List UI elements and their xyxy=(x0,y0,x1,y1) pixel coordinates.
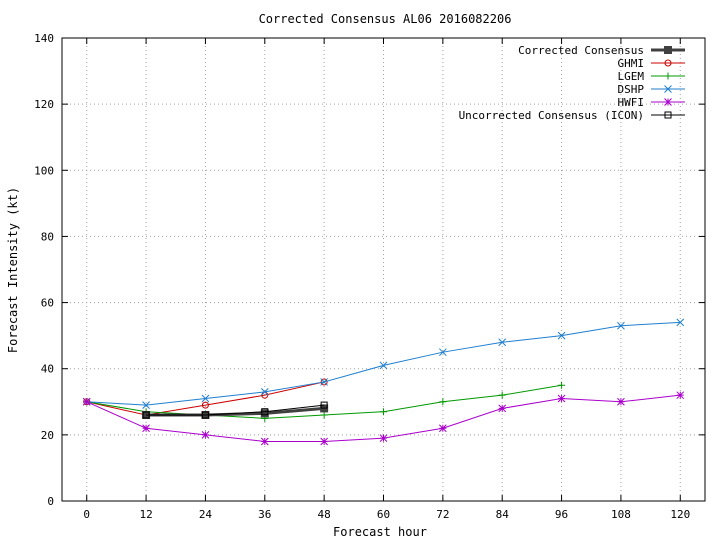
legend-label: HWFI xyxy=(618,96,645,109)
x-axis-ticks: 0 12 24 36 48 60 72 84 96 108 120 xyxy=(83,38,690,521)
legend-label: GHMI xyxy=(618,57,645,70)
legend-label: Uncorrected Consensus (ICON) xyxy=(459,109,644,122)
x-tick-label: 12 xyxy=(139,508,152,521)
series-group xyxy=(82,318,685,446)
legend-label: Corrected Consensus xyxy=(518,44,644,57)
point-plus xyxy=(664,72,672,80)
series-uncorrected-consensus-icon xyxy=(142,401,328,419)
legend-item: DSHP xyxy=(618,83,685,96)
point-star xyxy=(617,397,625,406)
series-line xyxy=(146,406,325,417)
x-tick-label: 120 xyxy=(670,508,690,521)
point-x xyxy=(498,338,507,347)
legend-label: DSHP xyxy=(618,83,645,96)
legend-item: Corrected Consensus xyxy=(518,44,685,57)
x-tick-label: 60 xyxy=(377,508,390,521)
y-axis-ticks: 0 20 40 60 80 100 120 140 xyxy=(34,32,705,508)
point-x xyxy=(201,394,210,403)
point-circle xyxy=(664,59,672,67)
point-x xyxy=(664,85,672,93)
point-open-square xyxy=(664,111,672,119)
point-open-square xyxy=(201,411,209,419)
y-tick-label: 120 xyxy=(34,98,54,111)
point-x xyxy=(557,331,566,340)
point-x xyxy=(676,318,685,327)
legend-item: Uncorrected Consensus (ICON) xyxy=(459,109,685,122)
point-plus xyxy=(380,408,387,416)
series-line xyxy=(146,404,325,416)
x-tick-label: 96 xyxy=(555,508,568,521)
legend-item: GHMI xyxy=(618,57,685,70)
x-tick-label: 36 xyxy=(258,508,271,521)
legend-label: LGEM xyxy=(618,70,645,83)
x-tick-label: 24 xyxy=(199,508,213,521)
x-tick-label: 108 xyxy=(611,508,631,521)
x-tick-label: 72 xyxy=(436,508,449,521)
point-open-square xyxy=(320,401,328,409)
point-star xyxy=(557,394,566,403)
point-plus xyxy=(558,381,566,389)
point-star xyxy=(379,434,388,443)
point-plus xyxy=(439,398,447,406)
y-tick-label: 100 xyxy=(34,164,54,177)
legend-item: HWFI xyxy=(618,96,685,109)
x-tick-label: 0 xyxy=(83,508,90,521)
y-tick-label: 80 xyxy=(41,230,54,243)
y-tick-label: 40 xyxy=(41,363,54,376)
point-open-square xyxy=(261,408,269,416)
chart-title: Corrected Consensus AL06 2016082206 xyxy=(259,12,512,26)
y-tick-label: 0 xyxy=(47,495,54,508)
point-star xyxy=(82,397,91,406)
series-line xyxy=(86,381,325,416)
point-x xyxy=(142,401,150,409)
point-star xyxy=(201,431,210,439)
plot-frame xyxy=(61,37,706,502)
point-plus xyxy=(320,411,328,419)
point-filled-square xyxy=(260,409,269,418)
y-tick-label: 20 xyxy=(41,429,54,442)
series-dshp xyxy=(82,318,685,409)
point-x xyxy=(320,378,328,386)
point-star xyxy=(498,404,507,413)
point-star xyxy=(664,98,672,106)
y-tick-label: 60 xyxy=(41,297,54,310)
point-x xyxy=(439,348,447,357)
point-star xyxy=(676,391,685,400)
x-axis-label: Forecast hour xyxy=(333,525,427,539)
y-tick-label: 140 xyxy=(34,32,54,45)
point-filled-square xyxy=(664,46,672,54)
point-star xyxy=(142,424,150,433)
legend: Corrected ConsensusGHMILGEMDSHPHWFIUncor… xyxy=(459,44,685,122)
x-tick-label: 84 xyxy=(496,508,510,521)
point-open-square xyxy=(142,411,150,419)
point-star xyxy=(320,437,328,446)
point-plus xyxy=(498,391,506,399)
point-star xyxy=(260,437,269,446)
point-x xyxy=(617,321,625,330)
point-x xyxy=(379,361,388,370)
point-x xyxy=(260,388,269,396)
legend-item: LGEM xyxy=(618,70,685,83)
point-star xyxy=(439,424,447,433)
point-circle xyxy=(201,401,209,409)
x-tick-label: 48 xyxy=(318,508,331,521)
y-axis-label: Forecast Intensity (kt) xyxy=(6,187,20,353)
series-hwfi xyxy=(82,391,685,446)
grid xyxy=(62,37,705,502)
